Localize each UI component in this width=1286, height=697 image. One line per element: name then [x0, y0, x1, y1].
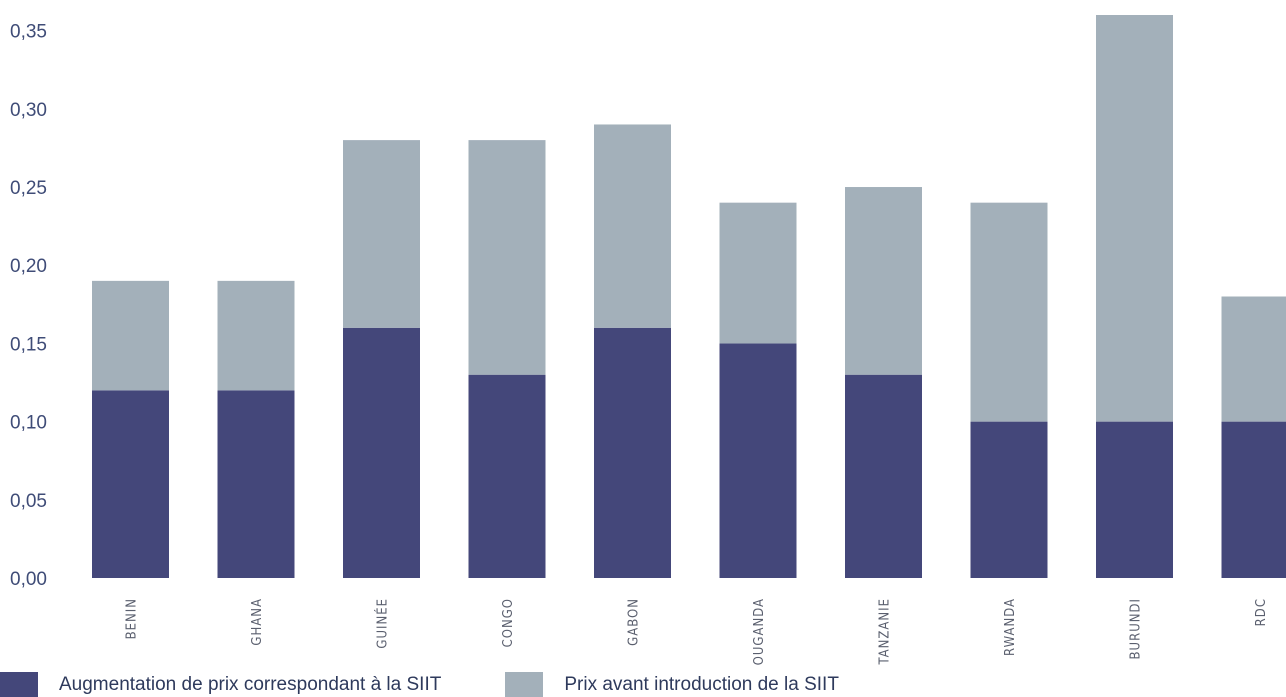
y-axis: 0,00 0,05 0,10 0,15 0,20 0,25 0,30 0,35: [10, 22, 47, 590]
bar-burundi-prix-avant: [1096, 15, 1173, 422]
bar-ouganda-prix-avant: [719, 202, 797, 344]
bar-burundi-augmentation: [1096, 421, 1173, 578]
y-tick-label: 0,05: [10, 491, 47, 512]
x-tick-label-rdc: RDC: [1254, 598, 1269, 626]
y-tick-label: 0,15: [10, 334, 47, 355]
legend-label-augmentation: Augmentation de prix correspondant à la …: [59, 673, 442, 695]
x-axis: BENIN GHANA GUINÉE CONGO GABON OUGANDA TANZANI…: [125, 598, 1270, 665]
bar-rdc-prix-avant: [1221, 296, 1286, 422]
y-tick-label: 0,35: [10, 22, 47, 43]
bar-tanzanie-augmentation: [845, 374, 922, 578]
x-tick-label-guinée: GUINÉE: [375, 598, 391, 649]
bar-ghana-augmentation: [217, 390, 295, 578]
legend-item-augmentation: Augmentation de prix correspondant à la …: [0, 672, 441, 697]
bar-congo-prix-avant: [468, 140, 546, 375]
bar-benin-augmentation: [92, 390, 169, 578]
bar-gabon-prix-avant: [594, 124, 671, 328]
x-tick-label-congo: CONGO: [501, 598, 516, 647]
legend-label-prix-avant: Prix avant introduction de la SIIT: [564, 673, 839, 695]
legend-swatch-prix-avant: [505, 672, 544, 697]
x-tick-label-rwanda: RWANDA: [1003, 598, 1018, 656]
bar-tanzanie-prix-avant: [845, 187, 922, 375]
bar-guinée-augmentation: [343, 327, 420, 578]
stacked-bar-chart: 0,00 0,05 0,10 0,15 0,20 0,25 0,30 0,35 BENIN GH…: [10, 15, 1286, 665]
bars: [92, 15, 1286, 578]
bar-rdc-augmentation: [1221, 421, 1286, 578]
y-tick-label: 0,25: [10, 178, 47, 199]
y-tick-label: 0,00: [10, 569, 47, 590]
x-tick-label-tanzanie: TANZANIE: [878, 598, 893, 665]
bar-rwanda-prix-avant: [970, 202, 1048, 422]
x-tick-label-burundi: BURUNDI: [1129, 598, 1144, 659]
y-tick-label: 0,10: [10, 413, 47, 434]
bar-gabon-augmentation: [594, 327, 671, 578]
x-tick-label-benin: BENIN: [125, 598, 140, 639]
bar-ouganda-augmentation: [719, 343, 797, 578]
bar-congo-augmentation: [468, 374, 546, 578]
bar-rwanda-augmentation: [970, 421, 1048, 578]
bar-guinée-prix-avant: [343, 140, 420, 328]
x-tick-label-gabon: GABON: [627, 598, 642, 646]
legend: Augmentation de prix correspondant à la …: [0, 672, 903, 697]
legend-item-prix-avant: Prix avant introduction de la SIIT: [505, 672, 839, 697]
x-tick-label-ghana: GHANA: [250, 598, 265, 646]
legend-swatch-augmentation: [0, 672, 38, 697]
y-tick-label: 0,20: [10, 256, 47, 277]
bar-benin-prix-avant: [92, 280, 169, 391]
x-tick-label-ouganda: OUGANDA: [752, 598, 767, 665]
bar-ghana-prix-avant: [217, 280, 295, 391]
y-tick-label: 0,30: [10, 100, 47, 121]
